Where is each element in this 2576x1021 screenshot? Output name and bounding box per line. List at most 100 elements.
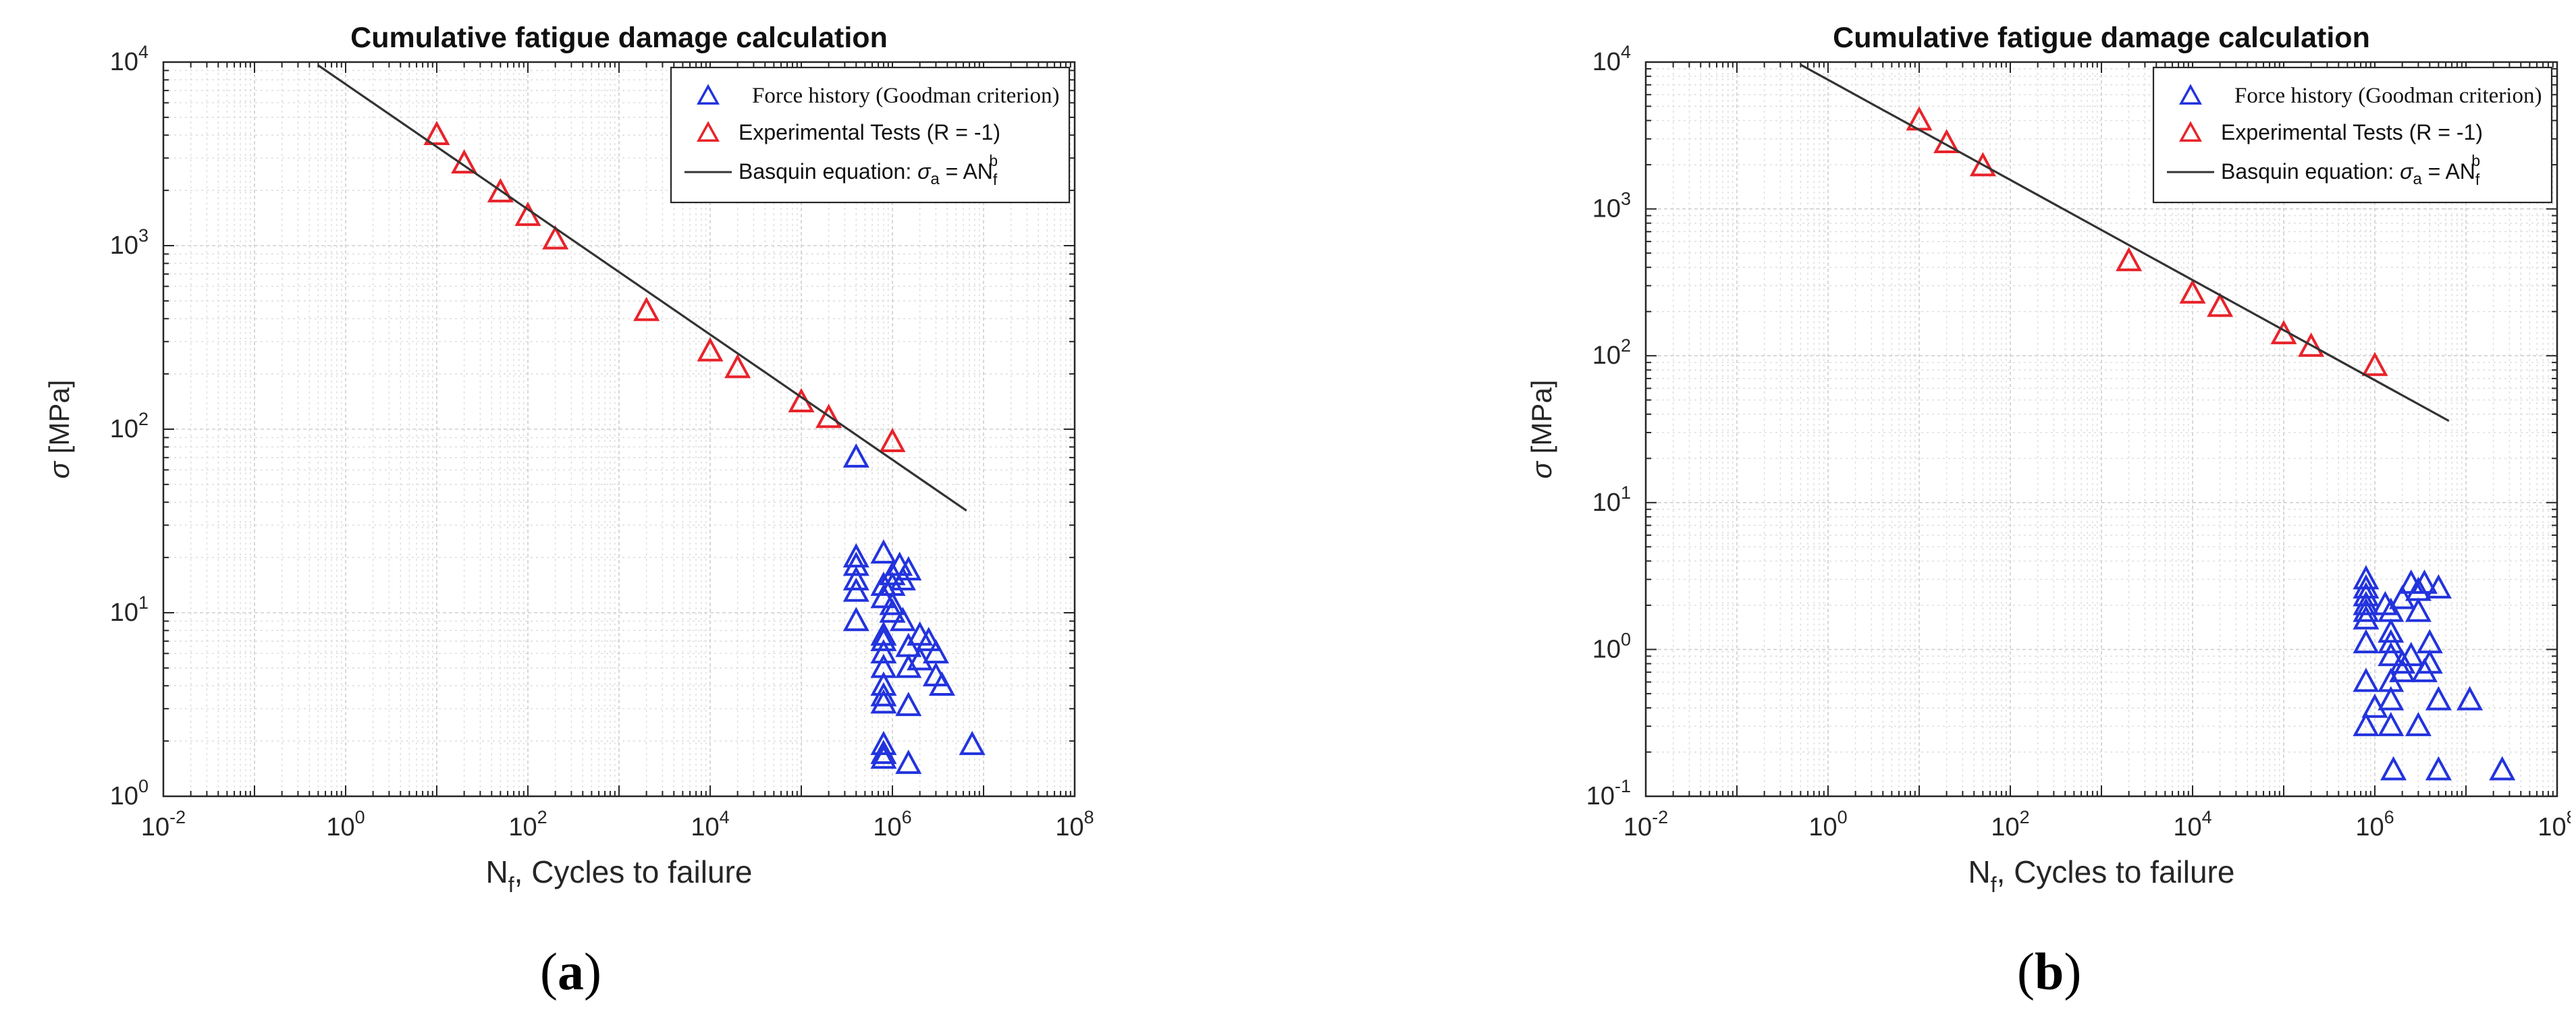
force-history-point: [842, 565, 869, 590]
force-history-point: [2405, 711, 2432, 736]
x-tick-label: 106: [873, 807, 911, 841]
force-history-point: [870, 539, 897, 564]
force-history-point: [2380, 756, 2407, 781]
experimental-point: [633, 296, 660, 321]
force-history-point: [895, 653, 922, 678]
y-tick-label: 10-1: [1586, 776, 1631, 810]
x-tick-label: 104: [2173, 807, 2211, 841]
force-history-point: [895, 632, 922, 657]
force-history-point: [2489, 756, 2516, 781]
legend-force-label: Force history (Goodman criterion): [752, 84, 1059, 108]
force-history-point: [2378, 629, 2405, 654]
legend-basquin-label: Basquin equation: σa = ANfb: [2221, 152, 2480, 188]
chart-title: Cumulative fatigue damage calculation: [350, 22, 888, 54]
force-history-point: [2389, 649, 2416, 674]
x-axis-label: Nf, Cycles to failure: [1968, 854, 2235, 897]
experimental-point: [514, 201, 541, 226]
chart-panel-a: 10-2 100 102 104 106 108 100 101 102 103 104 Cumula…: [0, 0, 1283, 1021]
y-axis-label: σ [MPa]: [43, 380, 75, 479]
force-history-point: [2353, 597, 2380, 622]
force-history-point: [895, 749, 922, 774]
y-tick-label: 100: [1592, 629, 1631, 663]
x-tick-label: 102: [1991, 807, 2029, 841]
panel-caption-a: (a): [540, 942, 601, 1001]
x-axis-label: Nf, Cycles to failure: [486, 854, 753, 897]
experimental-point: [423, 121, 450, 145]
x-tick-label: 108: [2538, 807, 2571, 841]
force-history-point: [870, 626, 897, 651]
y-tick-label: 100: [110, 776, 149, 810]
y-tick-label: 102: [110, 409, 149, 443]
force-history-point: [895, 556, 922, 581]
force-history-point: [879, 590, 906, 615]
force-history-point: [915, 626, 942, 651]
series-0: [423, 121, 906, 452]
force-history-point: [2353, 667, 2380, 692]
basquin-line: [317, 64, 967, 512]
y-tick-label: 103: [1592, 189, 1631, 223]
basquin-line: [1800, 63, 2450, 422]
experimental-point: [2116, 246, 2143, 271]
x-tick-label: 108: [1055, 807, 1094, 841]
force-history-point: [879, 598, 906, 623]
legend-force-marker: [2179, 84, 2202, 105]
experimental-point: [697, 337, 724, 362]
force-history-point: [842, 551, 869, 576]
force-history-point: [842, 577, 869, 602]
y-tick-label: 104: [110, 42, 149, 76]
force-history-point: [959, 730, 986, 755]
legend-exp-marker: [697, 121, 720, 142]
legend-exp-label: Experimental Tests (R = -1): [739, 120, 1000, 144]
legend-box: [2152, 66, 2553, 204]
force-history-point: [928, 671, 955, 696]
y-tick-label: 102: [1592, 335, 1631, 370]
series-1: [2353, 565, 2516, 781]
force-history-point: [842, 607, 869, 632]
y-tick-label: 101: [110, 592, 149, 627]
legend-exp-marker: [2179, 121, 2202, 142]
force-history-point: [2353, 711, 2380, 736]
x-tick-label: 100: [326, 807, 365, 841]
force-history-point: [870, 744, 897, 769]
x-tick-label: 106: [2355, 807, 2394, 841]
legend: Force history (Goodman criterion) Experim…: [2152, 66, 2553, 204]
force-history-point: [2378, 618, 2405, 643]
experimental-point: [2361, 352, 2388, 377]
force-history-point: [2378, 711, 2405, 736]
x-tick-label: 102: [508, 807, 547, 841]
force-history-point: [2425, 756, 2452, 781]
force-history-point: [2425, 686, 2452, 711]
legend-force-marker: [697, 84, 720, 105]
force-history-point: [2353, 605, 2380, 630]
force-history-point: [2411, 569, 2438, 594]
force-history-point: [842, 543, 869, 568]
series-1: [842, 443, 986, 774]
force-history-point: [870, 740, 897, 765]
experimental-point: [2207, 292, 2234, 317]
force-history-point: [2398, 642, 2425, 667]
force-history-point: [870, 682, 897, 707]
force-history-point: [2353, 629, 2380, 654]
y-tick-label: 104: [1592, 42, 1631, 76]
experimental-point: [724, 354, 751, 379]
panel-caption-b: (b): [2017, 942, 2082, 1001]
axis-ticks: [1645, 61, 2558, 797]
force-history-point: [2353, 590, 2380, 615]
force-history-point: [2353, 582, 2380, 607]
x-tick-label: 10-2: [1624, 807, 1668, 841]
legend-basquin-label: Basquin equation: σa = ANfb: [739, 152, 998, 188]
x-tick-label: 104: [691, 807, 729, 841]
y-tick-label: 103: [110, 225, 149, 260]
force-history-point: [2353, 565, 2380, 590]
experimental-point: [815, 404, 842, 429]
y-tick-label: 101: [1592, 482, 1631, 517]
experimental-point: [788, 388, 815, 413]
legend-box: [670, 66, 1071, 204]
experimental-point: [542, 225, 569, 250]
legend-exp-label: Experimental Tests (R = -1): [2221, 120, 2483, 144]
force-history-point: [2371, 590, 2398, 615]
experimental-point: [487, 177, 514, 202]
force-history-point: [2378, 686, 2405, 711]
force-history-point: [870, 689, 897, 714]
force-history-point: [2457, 686, 2484, 711]
